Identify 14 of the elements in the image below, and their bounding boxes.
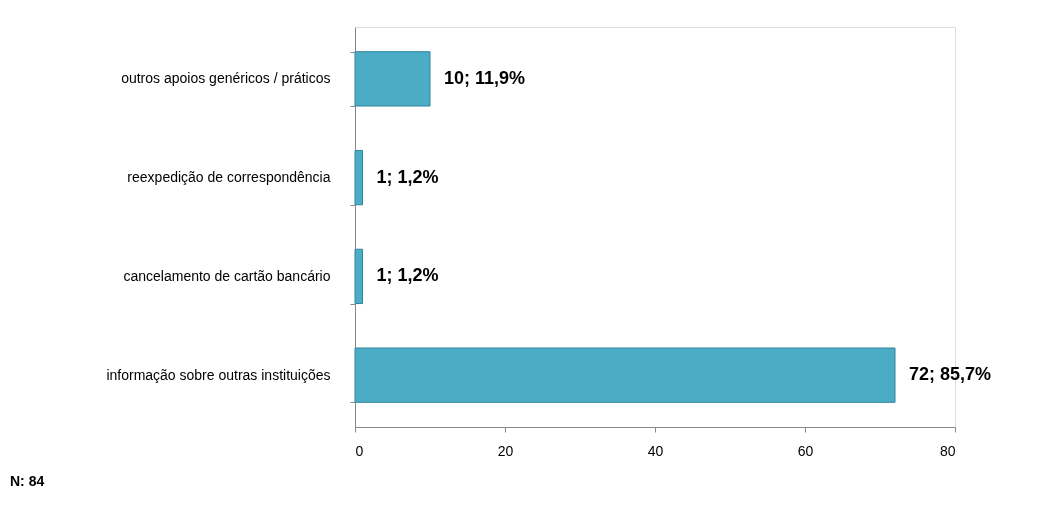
data-label: 1; 1,2% [376,166,439,187]
data-label: 72; 85,7% [909,364,992,385]
x-tick-label: 80 [939,442,956,459]
text: N: 84 [10,473,45,489]
x-tick-label: 40 [647,442,664,459]
data-label: 10; 11,9% [444,67,526,88]
y-tick-label: informação sobre outras instituições [106,366,331,383]
x-tick-label: 20 [497,442,514,459]
data-label: 1; 1,2% [376,265,439,286]
y-tick-label: reexpedição de correspondência [127,169,331,186]
x-tick-label: 0 [355,442,364,459]
y-tick-label: cancelamento de cartão bancário [123,267,331,284]
y-tick-label: outros apoios genéricos / práticos [121,70,331,87]
x-tick-label: 60 [797,442,814,459]
